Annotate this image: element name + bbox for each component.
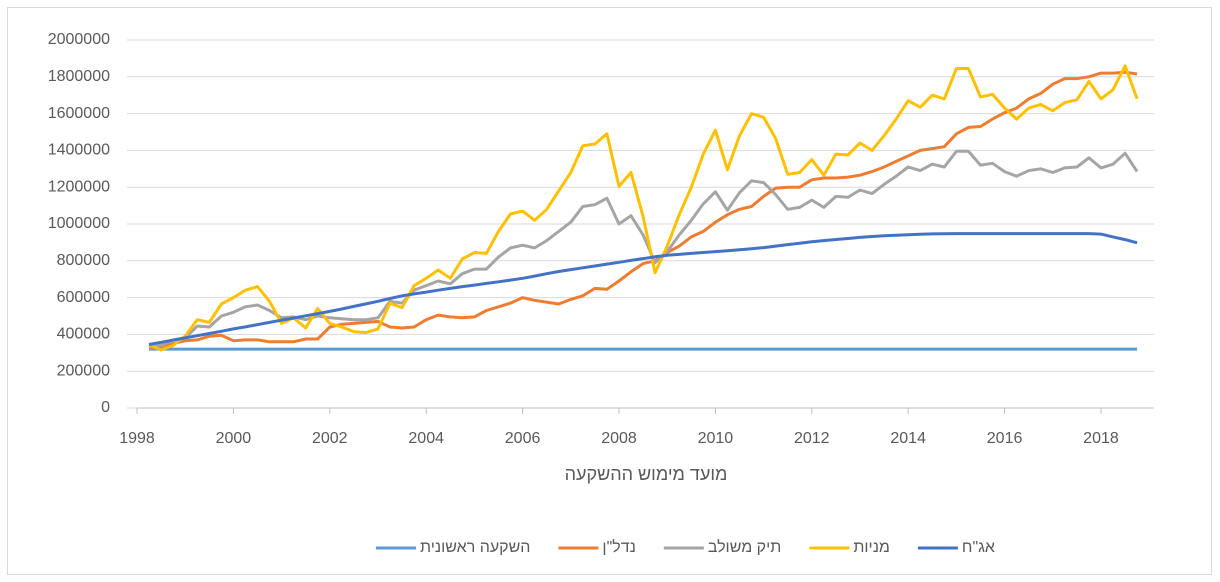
legend-label: השקעה ראשונית bbox=[420, 539, 530, 556]
x-tick-label: 2012 bbox=[794, 430, 830, 447]
x-tick-label: 1998 bbox=[119, 430, 155, 447]
legend-label: אג"ח bbox=[962, 539, 995, 556]
x-tick-label: 2014 bbox=[890, 430, 926, 447]
y-tick-label: 400000 bbox=[57, 326, 110, 343]
x-tick-label: 2006 bbox=[505, 430, 541, 447]
chart-frame bbox=[7, 7, 1212, 575]
y-tick-label: 2000000 bbox=[48, 31, 110, 48]
x-axis-title: מועד מימוש ההשקעה bbox=[565, 464, 728, 484]
x-tick-label: 2016 bbox=[987, 430, 1023, 447]
y-tick-label: 0 bbox=[101, 399, 110, 416]
y-tick-label: 200000 bbox=[57, 362, 110, 379]
legend-label: נדל"ן bbox=[602, 538, 635, 556]
series-line bbox=[148, 232, 1138, 346]
series-line bbox=[148, 70, 1138, 351]
y-tick-label: 800000 bbox=[57, 252, 110, 269]
x-tick-label: 2008 bbox=[601, 430, 637, 447]
y-tick-label: 1000000 bbox=[48, 215, 110, 232]
y-tick-label: 1400000 bbox=[48, 142, 110, 159]
y-tick-label: 1600000 bbox=[48, 105, 110, 122]
x-tick-label: 2010 bbox=[698, 430, 734, 447]
legend-label: מניות bbox=[853, 539, 890, 556]
y-tick-label: 600000 bbox=[57, 289, 110, 306]
x-tick-label: 2000 bbox=[216, 430, 252, 447]
x-tick-label: 2004 bbox=[408, 430, 444, 447]
x-tick-label: 2002 bbox=[312, 430, 348, 447]
y-tick-label: 1200000 bbox=[48, 178, 110, 195]
x-tick-label: 2018 bbox=[1083, 430, 1119, 447]
y-tick-label: 1800000 bbox=[48, 68, 110, 85]
legend-label: תיק משולב bbox=[708, 538, 782, 556]
